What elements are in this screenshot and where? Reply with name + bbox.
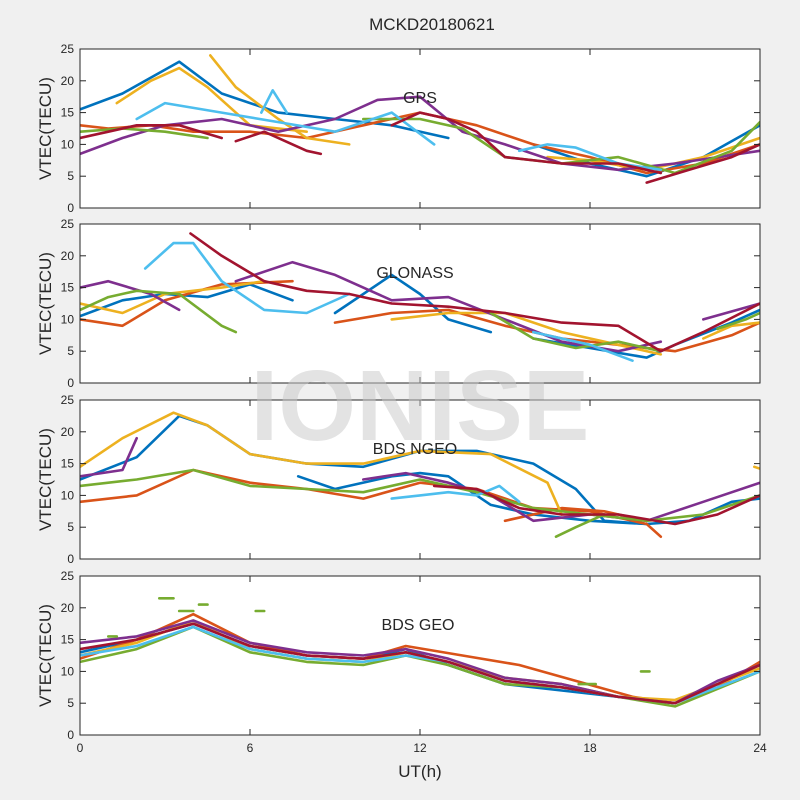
- series-line: [390, 311, 663, 356]
- y-tick-label: 0: [67, 201, 74, 215]
- x-tick-label: 6: [247, 741, 254, 755]
- series-line: [752, 465, 760, 471]
- y-tick-label: 0: [67, 376, 74, 390]
- y-tick-label: 0: [67, 552, 74, 566]
- series-line: [701, 321, 760, 340]
- y-tick-label: 15: [61, 281, 75, 295]
- y-axis-label: VTEC(TECU): [36, 428, 55, 531]
- series-line: [361, 471, 760, 523]
- y-tick-label: 20: [61, 601, 75, 615]
- series-line: [333, 273, 493, 334]
- series-group: [80, 54, 760, 184]
- watermark: IONISE: [251, 350, 590, 462]
- y-tick-label: 25: [61, 569, 75, 583]
- y-tick-label: 20: [61, 74, 75, 88]
- panel-annotation: GPS: [403, 90, 437, 107]
- series-line: [80, 279, 181, 312]
- panel-1: 0 5 10 15 20 25 VTEC(TECU) GPS: [36, 42, 761, 215]
- y-tick-label: 10: [61, 664, 75, 678]
- panel-annotation: GLONASS: [376, 265, 453, 282]
- y-tick-label: 25: [61, 393, 75, 407]
- series-line: [234, 130, 323, 156]
- y-tick-label: 5: [67, 169, 74, 183]
- y-tick-label: 10: [61, 312, 75, 326]
- plot-area: [80, 49, 760, 208]
- series-line: [209, 54, 351, 146]
- panel-annotation: BDS NGEO: [373, 441, 457, 458]
- x-tick-label: 12: [413, 741, 427, 755]
- y-tick-label: 10: [61, 137, 75, 151]
- series-line: [80, 411, 564, 516]
- series-line: [259, 89, 289, 114]
- series-line: [531, 124, 760, 178]
- series-line: [531, 330, 634, 363]
- y-tick-label: 5: [67, 520, 74, 534]
- series-line: [80, 436, 138, 478]
- panel-4: 0 5 10 15 20 25 0 6 12 18 24 VTEC(TECU) BDS GEO: [36, 569, 767, 755]
- series-group: [80, 596, 760, 708]
- series-group: [80, 232, 760, 363]
- y-axis-label: VTEC(TECU): [36, 77, 55, 180]
- panel-2: 0 5 10 15 20 25 VTEC(TECU) GLONASS: [36, 217, 761, 390]
- y-tick-label: 0: [67, 728, 74, 742]
- series-line: [432, 484, 760, 526]
- x-tick-label: 0: [77, 741, 84, 755]
- series-line: [189, 232, 760, 353]
- y-tick-label: 25: [61, 217, 75, 231]
- y-tick-label: 15: [61, 106, 75, 120]
- panels: 0 5 10 15 20 25 VTEC(TECU) GPS 0 5 10 15 20 25 VTEC(TE…: [36, 42, 767, 755]
- figure-title: MCKD20180621: [369, 15, 495, 34]
- y-tick-label: 5: [67, 344, 74, 358]
- y-tick-label: 20: [61, 425, 75, 439]
- y-tick-label: 15: [61, 457, 75, 471]
- series-line: [80, 60, 450, 140]
- y-tick-label: 5: [67, 696, 74, 710]
- series-line: [135, 101, 436, 146]
- x-tick-label: 18: [583, 741, 597, 755]
- y-tick-label: 25: [61, 42, 75, 56]
- series-line: [80, 289, 238, 334]
- y-tick-label: 20: [61, 249, 75, 263]
- series-line: [80, 124, 223, 140]
- y-tick-label: 10: [61, 488, 75, 502]
- series-line: [701, 302, 760, 321]
- y-axis-label: VTEC(TECU): [36, 252, 55, 355]
- series-line: [716, 311, 760, 331]
- y-axis-label: VTEC(TECU): [36, 604, 55, 707]
- x-axis-label: UT(h): [398, 762, 441, 781]
- series-line: [80, 468, 760, 523]
- panel-3: 0 5 10 15 20 25 VTEC(TECU) BDS NGEO: [36, 393, 761, 566]
- series-group: [80, 411, 760, 539]
- series-line: [645, 143, 760, 184]
- y-tick-label: 15: [61, 633, 75, 647]
- series-line: [489, 311, 663, 353]
- series-line: [296, 471, 649, 526]
- series-line: [143, 241, 351, 315]
- series-line: [390, 111, 663, 175]
- series-line: [80, 622, 760, 705]
- panel-annotation: BDS GEO: [382, 617, 455, 634]
- x-tick-label: 24: [753, 741, 767, 755]
- series-line: [554, 513, 606, 539]
- series-line: [390, 484, 521, 504]
- series-line: [80, 127, 209, 140]
